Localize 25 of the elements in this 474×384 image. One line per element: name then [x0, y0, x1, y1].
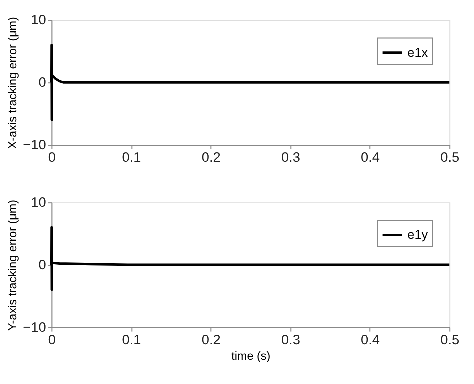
y-axis-title: X-axis tracking error (μm) [6, 16, 20, 150]
y-axis-title: Y-axis tracking error (μm) [6, 200, 20, 331]
y-tick-label: 0 [38, 75, 47, 90]
y-tick-label: 10 [31, 194, 47, 210]
x-tick-label: 0.5 [440, 332, 460, 348]
x-tick-label: 0.2 [202, 332, 221, 348]
y-tick-label: −10 [23, 320, 47, 335]
x-tick-label: 0.4 [361, 150, 380, 166]
line-series [50, 226, 451, 292]
legend-label: e1x [408, 46, 429, 60]
x-tick-label: 0.3 [281, 332, 300, 348]
x-tick-label: 0.5 [440, 150, 460, 166]
x-tick-label: 0.4 [361, 332, 380, 348]
y-tick-label: 0 [38, 257, 47, 272]
x-axis-title: time (s) [232, 350, 271, 364]
x-tick-label: 0.1 [122, 150, 142, 166]
x-tick-label: 0 [48, 150, 56, 166]
y-tick-label: −10 [23, 137, 47, 152]
x-tick-label: 0.3 [281, 150, 300, 166]
y-tick-label: 10 [31, 12, 47, 28]
x-tick-label: 0.1 [122, 332, 142, 348]
line-series [50, 44, 451, 122]
x-tick-label: 0 [48, 332, 56, 348]
legend-label: e1y [408, 228, 429, 242]
x-tick-label: 0.2 [202, 150, 221, 166]
